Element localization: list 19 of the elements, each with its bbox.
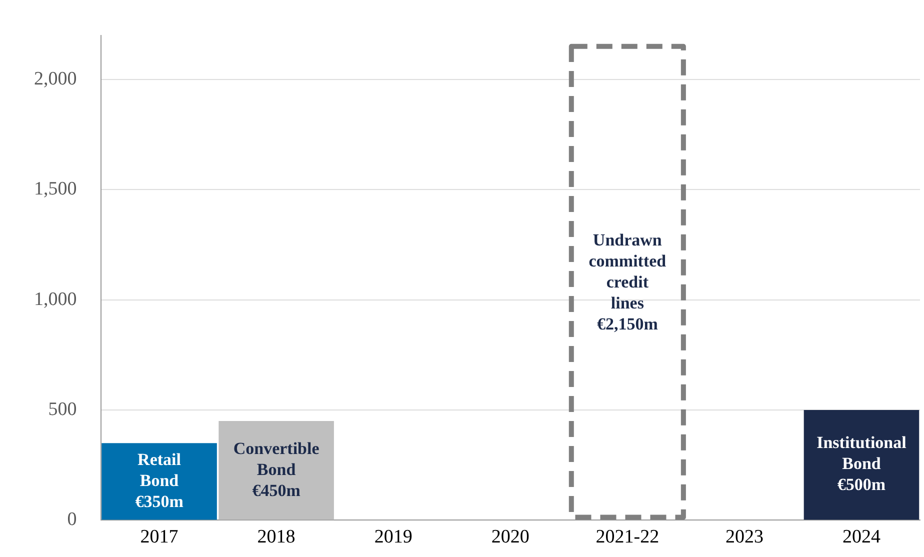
x-tick-label: 2017 (140, 526, 178, 548)
x-tick-label: 2021-22 (596, 526, 660, 548)
x-tick-label: 2024 (842, 526, 881, 548)
bar (804, 410, 920, 520)
bar (102, 443, 217, 520)
y-tick-label: 500 (48, 399, 77, 420)
data-label: Institutional Bond €500m (816, 433, 907, 494)
data-label: Undrawn committed credit lines €2,150m (588, 230, 667, 334)
y-tick-label: 0 (67, 509, 77, 530)
x-tick-label: 2018 (257, 526, 296, 548)
y-tick-label: 2,000 (34, 68, 77, 90)
data-label: Convertible Bond €450m (233, 438, 320, 500)
y-tick-label: 1,500 (34, 178, 77, 200)
x-tick-label: 2020 (491, 526, 530, 548)
x-tick-label: 2019 (374, 526, 412, 548)
data-label: Retail Bond €350m (135, 450, 184, 511)
y-tick-label: 1,000 (34, 288, 77, 310)
x-tick-label: 2023 (725, 526, 764, 548)
bar (218, 421, 334, 520)
